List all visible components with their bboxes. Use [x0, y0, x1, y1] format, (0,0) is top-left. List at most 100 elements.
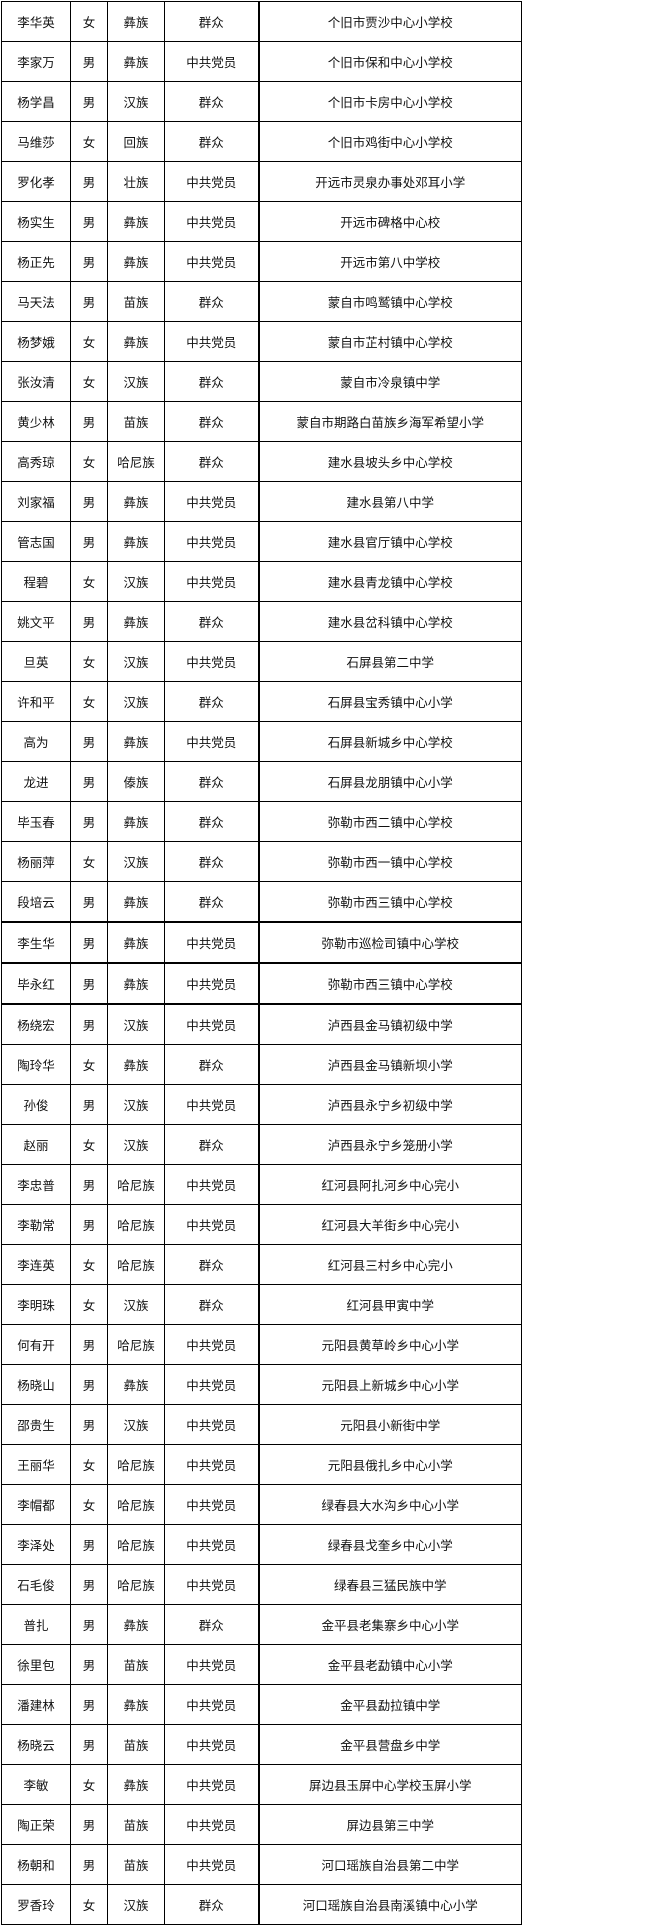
gender-cell: 男: [70, 1644, 108, 1685]
gender-cell: 男: [70, 401, 108, 442]
ethnicity-cell: 苗族: [107, 401, 165, 442]
gender-cell: 男: [70, 1804, 108, 1845]
name-cell: 石毛俊: [1, 1564, 71, 1605]
political-status-cell: 群众: [164, 441, 260, 482]
table-row: 李忠普男哈尼族 中共党员 红河县阿扎河乡中心完小: [1, 1164, 522, 1205]
name-cell: 杨梦娥: [1, 321, 71, 362]
ethnicity-cell: 傣族: [107, 761, 165, 802]
school-cell: 元阳县俄扎乡中心小学: [258, 1444, 522, 1485]
gender-cell: 女: [70, 441, 108, 482]
gender-cell: 男: [70, 1604, 108, 1645]
ethnicity-cell: 彝族: [107, 1604, 165, 1645]
political-status-cell: 中共党员: [164, 561, 260, 602]
school-cell: 开远市第八中学校: [258, 241, 522, 282]
gender-cell: 男: [70, 1164, 108, 1205]
name-cell: 李明珠: [1, 1284, 71, 1325]
name-cell: 黄少林: [1, 401, 71, 442]
ethnicity-cell: 哈尼族: [107, 1484, 165, 1525]
table-row: 邵贵生男汉族 中共党员 元阳县小新街中学: [1, 1404, 522, 1445]
school-cell: 泸西县永宁乡笼册小学: [258, 1124, 522, 1165]
ethnicity-cell: 汉族: [107, 361, 165, 402]
table-row: 杨绕宏男汉族 中共党员 泸西县金马镇初级中学: [1, 1003, 522, 1045]
name-cell: 李泽处: [1, 1524, 71, 1565]
table-body: 李华英女彝族 群众 个旧市贾沙中心小学校 李家万男彝族 中共党员 个旧市保和中心小学校 杨学…: [1, 1, 522, 1925]
gender-cell: 男: [70, 881, 108, 923]
school-cell: 弥勒市西一镇中心学校: [258, 841, 522, 882]
table-row: 李家万男彝族 中共党员 个旧市保和中心小学校: [1, 41, 522, 82]
name-cell: 陶正荣: [1, 1804, 71, 1845]
political-status-cell: 群众: [164, 601, 260, 642]
school-cell: 开远市碑格中心校: [258, 201, 522, 242]
ethnicity-cell: 哈尼族: [107, 441, 165, 482]
political-status-cell: 群众: [164, 1, 260, 42]
school-cell: 金平县老勐镇中心小学: [258, 1644, 522, 1685]
ethnicity-cell: 哈尼族: [107, 1564, 165, 1605]
gender-cell: 女: [70, 641, 108, 682]
gender-cell: 男: [70, 481, 108, 522]
school-cell: 红河县大羊街乡中心完小: [258, 1204, 522, 1245]
table-row: 陶玲华女彝族 群众 泸西县金马镇新坝小学: [1, 1044, 522, 1085]
table-row: 马天法男苗族 群众 蒙自市鸣鹫镇中心学校: [1, 281, 522, 322]
political-status-cell: 群众: [164, 841, 260, 882]
gender-cell: 女: [70, 361, 108, 402]
school-cell: 泸西县金马镇初级中学: [258, 1003, 522, 1045]
political-status-cell: 群众: [164, 881, 260, 923]
gender-cell: 男: [70, 1844, 108, 1885]
ethnicity-cell: 哈尼族: [107, 1524, 165, 1565]
school-cell: 绿春县大水沟乡中心小学: [258, 1484, 522, 1525]
ethnicity-cell: 彝族: [107, 1044, 165, 1085]
political-status-cell: 群众: [164, 761, 260, 802]
table-row: 姚文平男彝族 群众 建水县岔科镇中心学校: [1, 601, 522, 642]
table-row: 李连英女哈尼族 群众 红河县三村乡中心完小: [1, 1244, 522, 1285]
ethnicity-cell: 哈尼族: [107, 1204, 165, 1245]
political-status-cell: 中共党员: [164, 641, 260, 682]
table-row: 张汝清女汉族 群众 蒙自市冷泉镇中学: [1, 361, 522, 402]
school-cell: 蒙自市鸣鹫镇中心学校: [258, 281, 522, 322]
name-cell: 马维莎: [1, 121, 71, 162]
political-status-cell: 中共党员: [164, 1444, 260, 1485]
political-status-cell: 中共党员: [164, 1524, 260, 1565]
name-cell: 李华英: [1, 1, 71, 42]
gender-cell: 女: [70, 1764, 108, 1805]
gender-cell: 女: [70, 561, 108, 602]
political-status-cell: 中共党员: [164, 161, 260, 202]
gender-cell: 男: [70, 241, 108, 282]
name-cell: 李连英: [1, 1244, 71, 1285]
gender-cell: 男: [70, 1724, 108, 1765]
political-status-cell: 中共党员: [164, 1084, 260, 1125]
ethnicity-cell: 彝族: [107, 241, 165, 282]
name-cell: 罗化孝: [1, 161, 71, 202]
gender-cell: 男: [70, 41, 108, 82]
name-cell: 李忠普: [1, 1164, 71, 1205]
gender-cell: 男: [70, 962, 108, 1005]
school-cell: 元阳县上新城乡中心小学: [258, 1364, 522, 1405]
name-cell: 马天法: [1, 281, 71, 322]
gender-cell: 男: [70, 81, 108, 122]
school-cell: 建水县第八中学: [258, 481, 522, 522]
table-row: 杨朝和男苗族 中共党员 河口瑶族自治县第二中学: [1, 1844, 522, 1885]
political-status-cell: 群众: [164, 361, 260, 402]
political-status-cell: 中共党员: [164, 1724, 260, 1765]
name-cell: 毕永红: [1, 962, 71, 1005]
ethnicity-cell: 壮族: [107, 161, 165, 202]
gender-cell: 女: [70, 1044, 108, 1085]
name-cell: 旦英: [1, 641, 71, 682]
school-cell: 建水县青龙镇中心学校: [258, 561, 522, 602]
political-status-cell: 群众: [164, 801, 260, 842]
political-status-cell: 中共党员: [164, 1164, 260, 1205]
school-cell: 泸西县金马镇新坝小学: [258, 1044, 522, 1085]
political-status-cell: 中共党员: [164, 1564, 260, 1605]
ethnicity-cell: 苗族: [107, 1724, 165, 1765]
gender-cell: 女: [70, 321, 108, 362]
table-row: 杨丽萍女汉族 群众 弥勒市西一镇中心学校: [1, 841, 522, 882]
gender-cell: 男: [70, 1204, 108, 1245]
name-cell: 李生华: [1, 921, 71, 964]
ethnicity-cell: 彝族: [107, 41, 165, 82]
political-status-cell: 中共党员: [164, 1204, 260, 1245]
gender-cell: 男: [70, 1084, 108, 1125]
table-row: 王丽华女哈尼族 中共党员 元阳县俄扎乡中心小学: [1, 1444, 522, 1485]
political-status-cell: 群众: [164, 1284, 260, 1325]
table-row: 毕玉春男彝族 群众 弥勒市西二镇中心学校: [1, 801, 522, 842]
ethnicity-cell: 彝族: [107, 721, 165, 762]
ethnicity-cell: 彝族: [107, 1, 165, 42]
